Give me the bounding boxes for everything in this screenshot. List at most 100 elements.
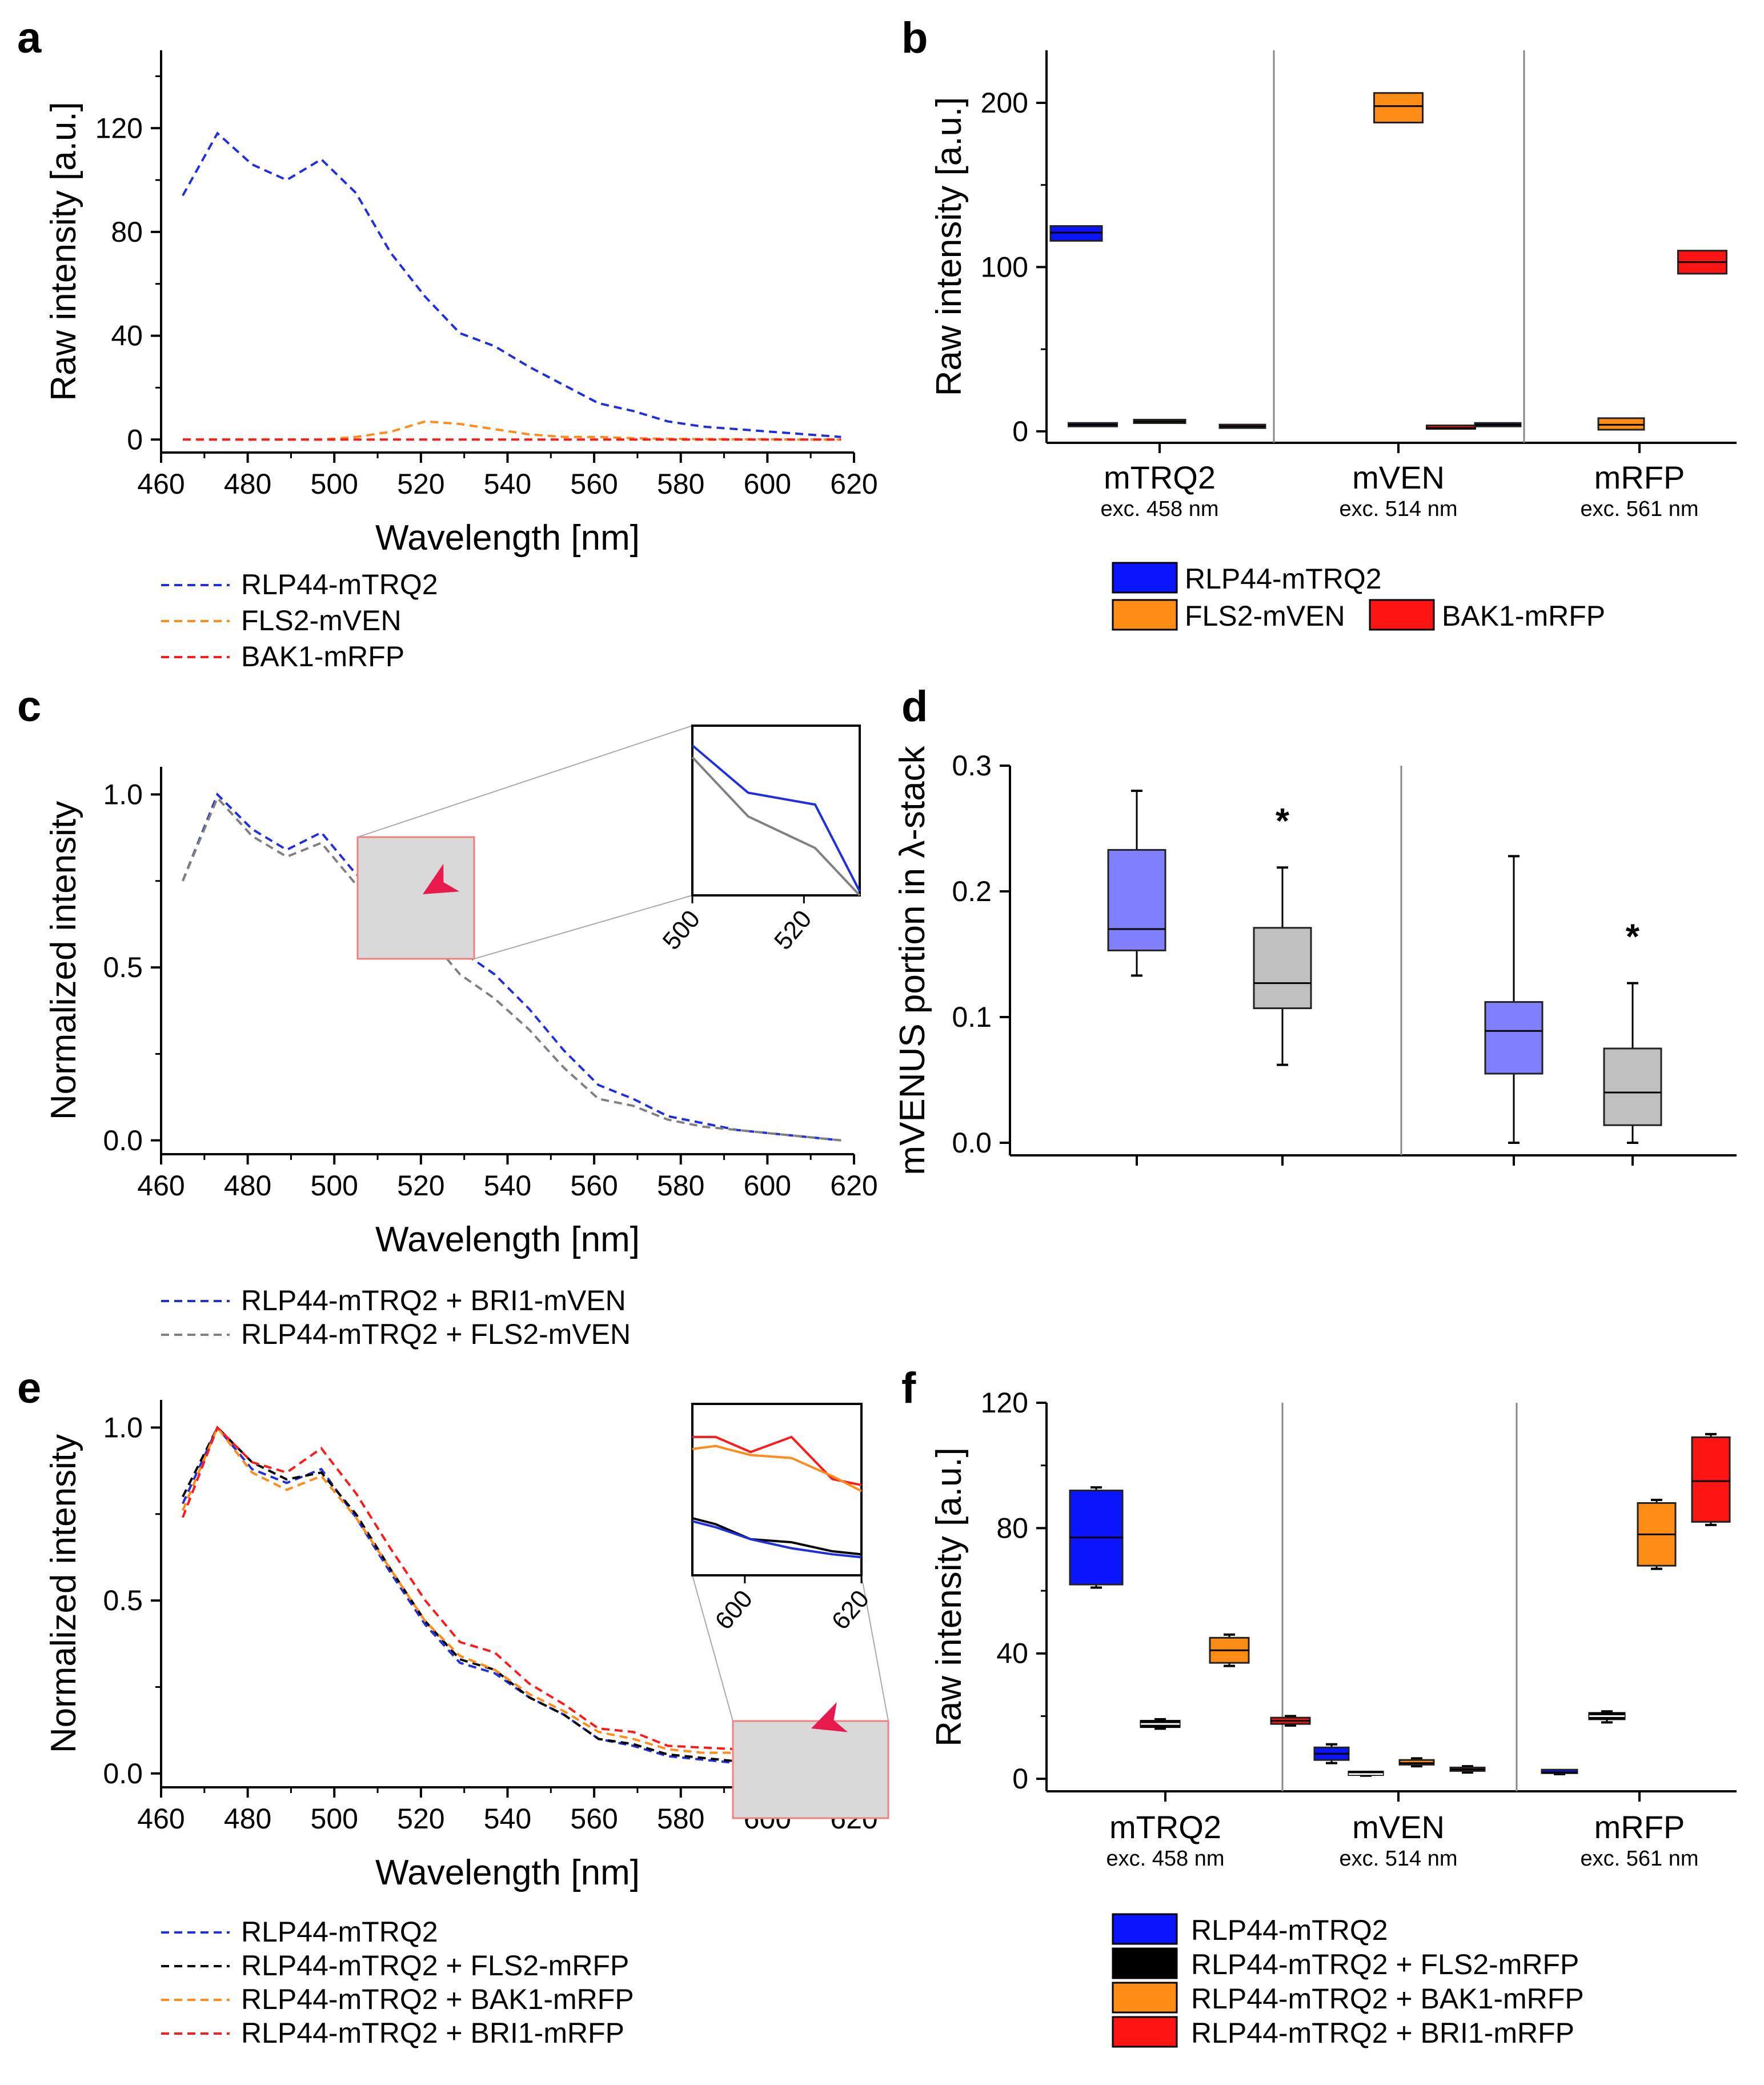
panel-e: 460 480 500 520 540 560 580 600 620 0.0 0.5 1.0 Wave… — [44, 1400, 889, 2049]
y-tick-label: 120 — [95, 112, 143, 144]
legend-swatch — [1112, 1947, 1178, 1979]
group-sublabel: exc. 514 nm — [1340, 497, 1458, 521]
x-axis-label: Wavelength [nm] — [375, 1220, 640, 1259]
legend-swatch — [1112, 562, 1178, 594]
y-tick-label: 80 — [111, 216, 143, 248]
x-tick-label: 520 — [397, 1170, 444, 1202]
box-sample — [1107, 849, 1166, 951]
legend-label: RLP44-mTRQ2 — [1191, 1914, 1388, 1946]
series-line-rlp44-mtrq2-bri1-mrfp — [182, 1425, 841, 1758]
group-sublabel: exc. 514 nm — [1340, 1847, 1458, 1871]
y-axis-label: Raw intensity [a.u.] — [929, 97, 969, 397]
zoom-connector — [861, 1575, 889, 1722]
legend-label: RLP44-mTRQ2 — [241, 569, 438, 601]
x-tick-label: 540 — [484, 468, 531, 500]
legend-label: FLS2-mVEN — [1185, 600, 1345, 632]
y-tick-label: 100 — [981, 251, 1028, 283]
group-label: mRFP — [1594, 1809, 1685, 1845]
x-tick-label: 600 — [744, 1170, 791, 1202]
y-tick-label: 0.2 — [952, 875, 992, 907]
significance-star: * — [1276, 802, 1290, 841]
y-tick-label: 1.0 — [103, 1411, 143, 1443]
y-tick-label: 200 — [981, 87, 1028, 119]
inset-tick-label: 620 — [827, 1585, 875, 1635]
x-tick-label: 520 — [397, 1803, 444, 1835]
series-line-rlp44-mtrq2-fls2-mrfp — [182, 1426, 841, 1770]
x-tick-label: 540 — [484, 1170, 531, 1202]
x-axis-label: Wavelength [nm] — [375, 518, 640, 558]
group-sublabel: exc. 561 nm — [1581, 1847, 1699, 1871]
legend-label: BAK1-mRFP — [1442, 600, 1605, 632]
y-tick-label: 120 — [981, 1387, 1028, 1419]
inset-tick-label: 500 — [658, 905, 706, 955]
x-tick-label: 460 — [137, 468, 185, 500]
y-tick-label: 0.0 — [952, 1127, 992, 1159]
x-tick-label: 480 — [224, 1170, 271, 1202]
x-tick-label: 620 — [830, 468, 877, 500]
box-sample — [1603, 1047, 1662, 1126]
group-label: mVEN — [1352, 459, 1445, 495]
x-tick-label: 620 — [830, 1170, 877, 1202]
inset-series-line — [692, 1435, 862, 1487]
inset-series-line — [692, 1517, 862, 1556]
group-sublabel: exc. 458 nm — [1106, 1847, 1225, 1871]
y-tick-label: 0.0 — [103, 1758, 143, 1790]
series-line-rlp44-mtrq2-bri1-mven — [182, 792, 841, 1142]
x-tick-label: 560 — [570, 1170, 618, 1202]
y-tick-label: 80 — [996, 1512, 1028, 1544]
inset-series-line — [691, 756, 861, 897]
group-sublabel: exc. 458 nm — [1101, 497, 1219, 521]
y-tick-label: 0.5 — [103, 951, 143, 983]
zoom-connector — [357, 725, 693, 838]
zoom-highlight-box — [732, 1720, 889, 1819]
legend-label: RLP44-mTRQ2 + BAK1-mRFP — [241, 1983, 634, 2015]
series-line-rlp44-mtrq2-fls2-mven — [182, 795, 841, 1142]
arrowhead-marker — [811, 1702, 848, 1732]
group-label: mVEN — [1352, 1809, 1445, 1845]
legend-label: FLS2-mVEN — [241, 605, 402, 637]
legend-label: RLP44-mTRQ2 — [241, 1916, 438, 1948]
x-tick-label: 480 — [224, 468, 271, 500]
panel-a: 460 480 500 520 540 560 580 600 620 0 40 80 120 Wavel… — [44, 50, 878, 673]
inset-tick-label: 520 — [769, 905, 817, 955]
panel-label-d: d — [901, 682, 928, 731]
x-tick-label: 600 — [744, 468, 791, 500]
box-sample — [1484, 1001, 1544, 1075]
y-tick-label: 40 — [996, 1638, 1028, 1670]
legend-label: RLP44-mTRQ2 + FLS2-mRFP — [241, 1950, 629, 1982]
inset-series-line — [692, 1520, 862, 1559]
x-axis-label: Wavelength [nm] — [375, 1853, 640, 1892]
inset-series-line — [691, 744, 861, 893]
x-tick-label: 540 — [484, 1803, 531, 1835]
arrowhead-marker — [423, 863, 460, 894]
series-line-rlp44-mtrq2 — [182, 131, 841, 438]
series-line-rlp44-mtrq2-bak1-mrfp — [182, 1425, 841, 1761]
x-tick-label: 580 — [657, 1803, 704, 1835]
y-tick-label: 0 — [127, 423, 143, 455]
legend-label: RLP44-mTRQ2 + BRI1-mRFP — [1191, 2017, 1574, 2049]
x-tick-label: 500 — [311, 468, 358, 500]
group-sublabel: exc. 561 nm — [1581, 497, 1699, 521]
x-tick-label: 580 — [657, 468, 704, 500]
y-tick-label: 0 — [1012, 1763, 1028, 1795]
box-fls2-mven — [1373, 92, 1424, 123]
significance-star: * — [1626, 918, 1640, 957]
group-label: mTRQ2 — [1104, 459, 1216, 495]
legend-swatch — [1112, 2016, 1178, 2048]
y-tick-label: 0 — [1012, 415, 1028, 447]
panel-d: 0.0 0.1 0.2 0.3 mVENUS portion in λ-stack * * — [893, 745, 1737, 1175]
legend-label: RLP44-mTRQ2 — [1185, 563, 1382, 595]
box-rlp44-mtrq2-bri1-mrfp — [1691, 1436, 1731, 1523]
x-tick-label: 560 — [570, 468, 618, 500]
panel-label-e: e — [17, 1364, 41, 1412]
legend-label: RLP44-mTRQ2 + BAK1-mRFP — [1191, 1983, 1584, 2015]
panel-label-f: f — [901, 1364, 916, 1412]
legend-label: RLP44-mTRQ2 + BRI1-mVEN — [241, 1284, 626, 1316]
legend-swatch — [1112, 1982, 1178, 2014]
inset-frame — [691, 1403, 863, 1576]
y-axis-label: Raw intensity [a.u.] — [44, 102, 83, 401]
y-axis-label: mVENUS portion in λ-stack — [893, 745, 932, 1175]
